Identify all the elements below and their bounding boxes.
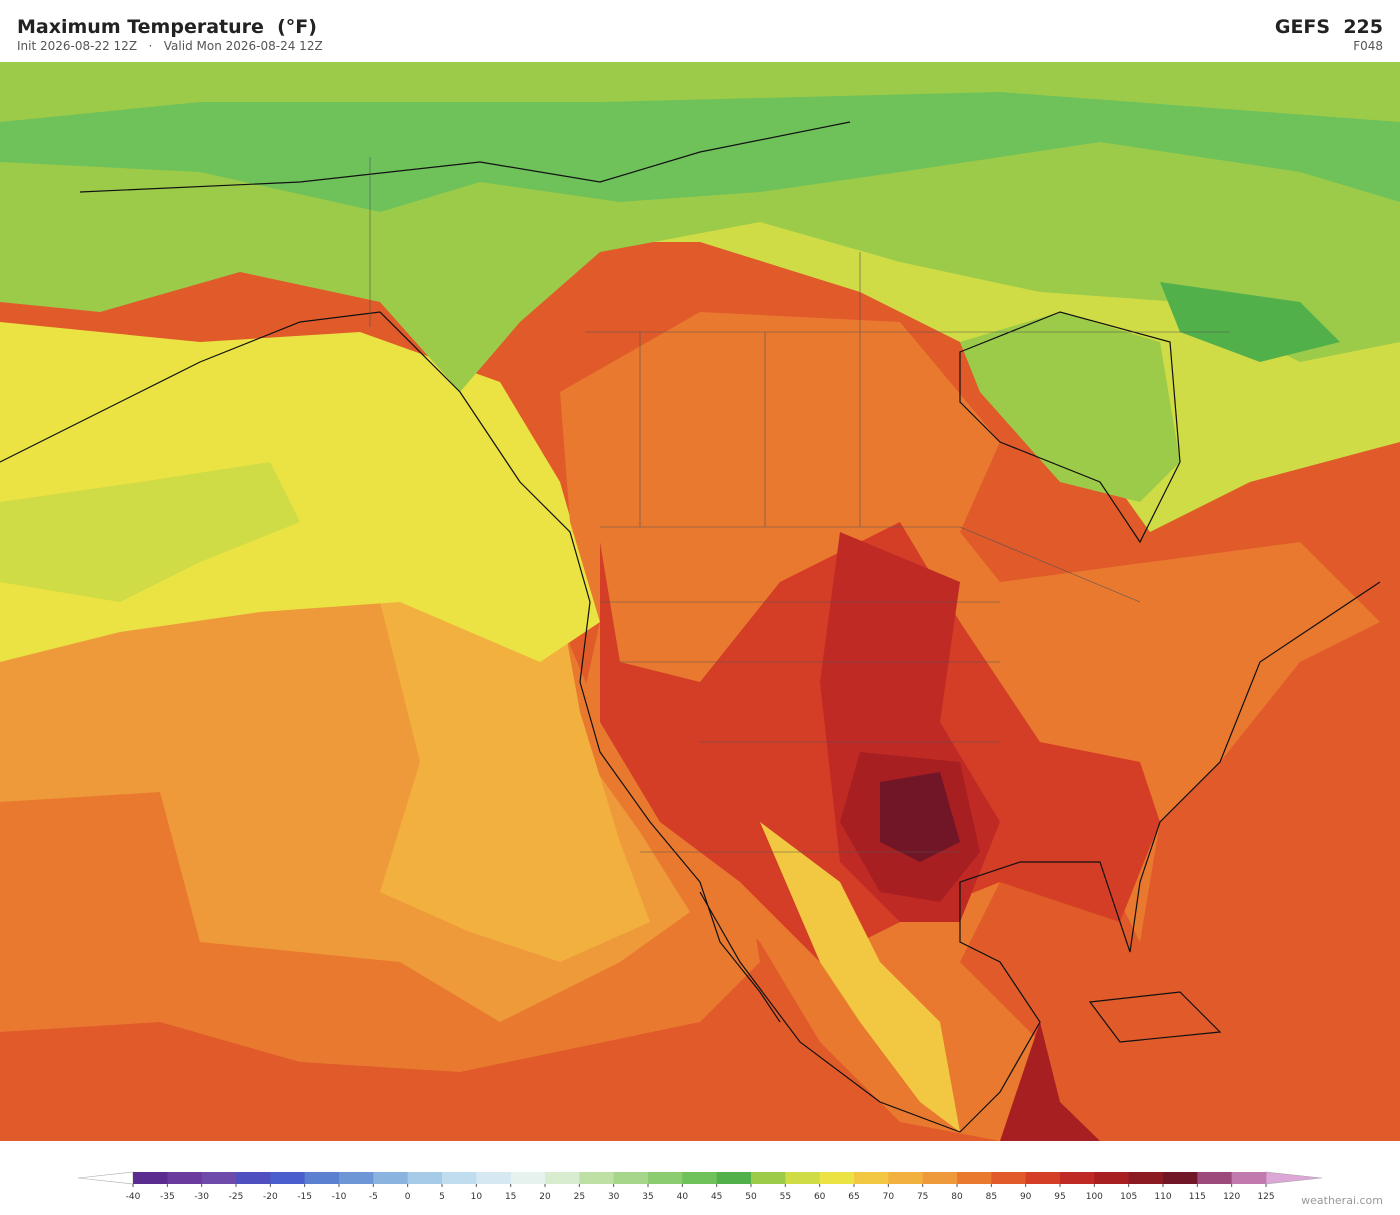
- colorbar-tick-label: 125: [1257, 1192, 1274, 1202]
- colorbar-tick-label: 95: [1054, 1192, 1065, 1202]
- colorbar-tick-label: 40: [677, 1192, 689, 1202]
- colorbar-segment: [819, 1172, 855, 1184]
- colorbar-segment: [682, 1172, 718, 1184]
- colorbar-segment: [1094, 1172, 1130, 1184]
- colorbar-segment: [442, 1172, 477, 1184]
- credit: weatherai.com: [1301, 1194, 1383, 1207]
- colorbar-tick-label: 105: [1120, 1192, 1137, 1202]
- colorbar-segment: [613, 1172, 649, 1184]
- colorbar-segment: [373, 1172, 409, 1184]
- land: [1000, 1022, 1100, 1141]
- colorbar-segment: [545, 1172, 580, 1184]
- colorbar-segment: [579, 1172, 615, 1184]
- colorbar-segment: [201, 1172, 237, 1184]
- hudson-bay: [960, 312, 1180, 502]
- colorbar-tick-label: -5: [369, 1192, 378, 1202]
- colorbar-segment: [751, 1172, 786, 1184]
- field: [0, 462, 300, 602]
- colorbar-tick-label: 100: [1086, 1192, 1103, 1202]
- colorbar-segment: [785, 1172, 821, 1184]
- colorbar-segment: [476, 1172, 512, 1184]
- colorbar-segment: [991, 1172, 1027, 1184]
- colorbar-segment: [339, 1172, 374, 1184]
- colorbar-tick-label: 90: [1020, 1192, 1032, 1202]
- colorbar-tick-label: 0: [405, 1192, 411, 1202]
- subtitle: Init 2026-08-22 12Z · Valid Mon 2026-08-…: [17, 39, 323, 53]
- colorbar-segment: [1163, 1172, 1198, 1184]
- land: [880, 772, 960, 862]
- colorbar-segment: [304, 1172, 340, 1184]
- colorbar-segment: [1060, 1172, 1095, 1184]
- land: [1160, 282, 1340, 362]
- colorbar-tick-label: 110: [1154, 1192, 1171, 1202]
- colorbar-segment: [1231, 1172, 1267, 1184]
- colorbar-tick-label: 15: [505, 1192, 516, 1202]
- colorbar-segment: [922, 1172, 958, 1184]
- colorbar-segment: [854, 1172, 889, 1184]
- coastline: [959, 581, 1381, 1133]
- map: [0, 62, 1400, 1141]
- coastline: [699, 891, 961, 1133]
- colorbar-tick-label: 85: [986, 1192, 997, 1202]
- colorbar-segment: [407, 1172, 443, 1184]
- init-time: Init 2026-08-22 12Z: [17, 39, 138, 53]
- colorbar-tick-label: 5: [439, 1192, 445, 1202]
- colorbar-tick-label: 65: [848, 1192, 859, 1202]
- colorbar-tick-label: -10: [332, 1192, 347, 1202]
- coastline: [959, 311, 1181, 544]
- colorbar-tick-label: -35: [160, 1192, 175, 1202]
- colorbar-tick-label: -20: [263, 1192, 278, 1202]
- colorbar-under: [77, 1171, 134, 1185]
- colorbar-segment: [648, 1172, 683, 1184]
- field: [380, 602, 650, 962]
- colorbar-tick-label: 55: [780, 1192, 791, 1202]
- colorbar-segment: [1197, 1172, 1233, 1184]
- model: GEFS 225: [1274, 16, 1383, 38]
- colorbar-tick-label: -25: [229, 1192, 244, 1202]
- colorbar-tick-label: -40: [126, 1192, 141, 1202]
- colorbar-segment: [270, 1172, 306, 1184]
- colorbar-tick-label: 45: [711, 1192, 722, 1202]
- colorbar-tick-label: 30: [608, 1192, 620, 1202]
- colorbar-segment: [510, 1172, 546, 1184]
- colorbar-segment: [167, 1172, 203, 1184]
- colorbar-over: [1265, 1171, 1323, 1185]
- colorbar-tick-label: 10: [471, 1192, 483, 1202]
- field: [1000, 662, 1400, 1141]
- forecast-hour: F048: [1353, 39, 1383, 53]
- colorbar: -40 -35 -30 -25 -20 -15 -10 -5 0 5 10 15 20 25 30 35 40 4…: [77, 1171, 1323, 1202]
- separator: ·: [148, 39, 153, 53]
- colorbar-tick-label: -15: [297, 1192, 312, 1202]
- colorbar-segment: [957, 1172, 992, 1184]
- colorbar-segment: [1128, 1172, 1164, 1184]
- coastline: [79, 121, 851, 193]
- title: Maximum Temperature (°F): [17, 16, 317, 38]
- colorbar-tick-label: 20: [539, 1192, 551, 1202]
- valid-time: Valid Mon 2026-08-24 12Z: [163, 39, 323, 53]
- colorbar-tick-label: 115: [1189, 1192, 1206, 1202]
- coastline: [1088, 991, 1222, 1043]
- colorbar-tick-label: 75: [917, 1192, 928, 1202]
- coastline: [0, 311, 781, 1023]
- colorbar-segment: [133, 1172, 168, 1184]
- colorbar-tick-label: 70: [883, 1192, 895, 1202]
- colorbar-tick-label: 120: [1223, 1192, 1240, 1202]
- colorbar-segment: [236, 1172, 271, 1184]
- border: [369, 157, 1230, 853]
- colorbar-segment: [1025, 1172, 1061, 1184]
- colorbar-segment: [888, 1172, 924, 1184]
- colorbar-tick-label: 25: [574, 1192, 585, 1202]
- colorbar-tick-label: -30: [194, 1192, 209, 1202]
- colorbar-tick-label: 50: [745, 1192, 757, 1202]
- colorbar-tick-label: 35: [642, 1192, 653, 1202]
- colorbar-tick-label: 60: [814, 1192, 826, 1202]
- land: [760, 822, 960, 1132]
- colorbar-tick-label: 80: [951, 1192, 963, 1202]
- colorbar-segment: [716, 1172, 752, 1184]
